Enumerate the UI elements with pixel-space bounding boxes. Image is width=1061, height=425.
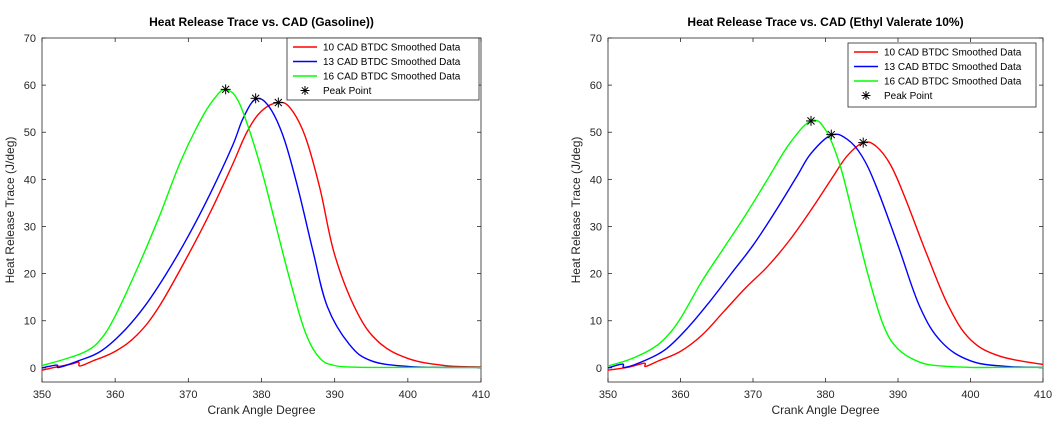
x-tick-label: 380 xyxy=(816,389,834,401)
peak-point-marker xyxy=(250,93,261,104)
legend-entry-3: 16 CAD BTDC Smoothed Data xyxy=(884,77,1022,88)
x-tick-label: 390 xyxy=(325,389,343,401)
series-line-2 xyxy=(608,133,1043,369)
chart-title: Heat Release Trace vs. CAD (Ethyl Valera… xyxy=(687,15,963,29)
peak-point-marker xyxy=(806,115,816,126)
series-line-1 xyxy=(42,101,481,371)
x-tick-label: 400 xyxy=(399,389,417,401)
chart-gasoline: 350 360 370 380 390 400 410 0 10 20 30 40 50 60 70 Heat… xyxy=(3,15,490,417)
x-tick-label: 400 xyxy=(961,389,979,401)
x-axis-label: Crank Angle Degree xyxy=(207,403,315,417)
x-tick-label: 390 xyxy=(889,389,907,401)
series-line-3 xyxy=(608,119,1043,369)
legend-entry-peak: Peak Point xyxy=(323,86,372,97)
y-tick-label: 50 xyxy=(590,127,602,139)
y-axis-label: Heat Release Trace (J/deg) xyxy=(3,137,17,284)
peak-point-marker xyxy=(220,84,231,95)
y-axis-label: Heat Release Trace (J/deg) xyxy=(569,137,583,284)
chart-title: Heat Release Trace vs. CAD (Gasoline)) xyxy=(149,15,374,29)
y-tick-label: 60 xyxy=(590,80,602,92)
y-tick-label: 0 xyxy=(596,363,602,375)
series-line-2 xyxy=(42,97,481,369)
y-tick-label: 30 xyxy=(24,221,36,233)
y-tick-label: 70 xyxy=(590,33,602,45)
legend-peak-marker xyxy=(300,86,310,95)
y-tick-label: 0 xyxy=(30,363,36,375)
x-tick-label: 380 xyxy=(252,389,270,401)
y-tick-label: 50 xyxy=(24,127,36,139)
x-tick-label: 350 xyxy=(599,389,617,401)
y-tick-label: 40 xyxy=(24,174,36,186)
x-axis-label: Crank Angle Degree xyxy=(771,403,879,417)
series-line-3 xyxy=(42,89,481,369)
y-tick-label: 20 xyxy=(24,269,36,281)
legend-entry-2: 13 CAD BTDC Smoothed Data xyxy=(323,57,461,68)
legend-entry-peak: Peak Point xyxy=(884,91,933,102)
y-tick-label: 60 xyxy=(24,80,36,92)
legend: 10 CAD BTDC Smoothed Data 13 CAD BTDC Smo… xyxy=(847,42,1037,108)
legend-entry-1: 10 CAD BTDC Smoothed Data xyxy=(884,48,1022,59)
legend-entry-2: 13 CAD BTDC Smoothed Data xyxy=(884,62,1022,73)
legend-box xyxy=(286,37,480,101)
peak-point-marker xyxy=(826,129,837,140)
legend-entry-1: 10 CAD BTDC Smoothed Data xyxy=(323,43,461,54)
series-group xyxy=(608,119,1043,371)
legend-box xyxy=(847,42,1037,108)
y-tick-label: 70 xyxy=(24,33,36,45)
peak-point-marker xyxy=(858,137,869,148)
x-tick-label: 360 xyxy=(671,389,689,401)
x-tick-label: 350 xyxy=(33,389,51,401)
series-group xyxy=(42,89,481,371)
x-tick-label: 410 xyxy=(472,389,490,401)
y-tick-label: 30 xyxy=(590,221,602,233)
y-tick-label: 20 xyxy=(590,269,602,281)
x-tick-label: 370 xyxy=(744,389,762,401)
series-line-1 xyxy=(608,141,1043,371)
x-tick-label: 370 xyxy=(179,389,197,401)
y-tick-label: 10 xyxy=(590,316,602,328)
y-tick-label: 40 xyxy=(590,174,602,186)
legend: 10 CAD BTDC Smoothed Data 13 CAD BTDC Smo… xyxy=(286,37,480,101)
y-tick-label: 10 xyxy=(24,316,36,328)
x-tick-label: 360 xyxy=(106,389,124,401)
x-tick-label: 410 xyxy=(1034,389,1052,401)
legend-entry-3: 16 CAD BTDC Smoothed Data xyxy=(323,72,461,83)
legend-peak-marker xyxy=(861,91,871,100)
peak-point-marker xyxy=(273,97,284,108)
chart-ethyl-valerate: 350 360 370 380 390 400 410 0 10 20 30 40 50 60 70 Heat… xyxy=(569,15,1052,417)
